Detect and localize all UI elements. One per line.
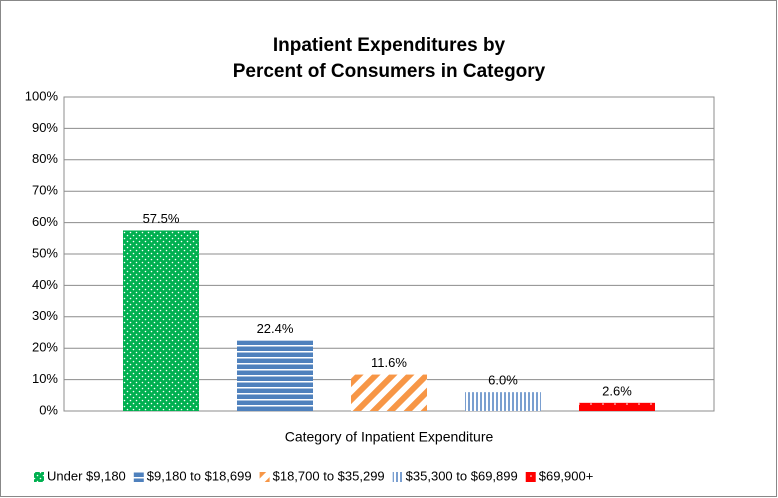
y-tick-label: 0% [39,402,58,417]
legend-label: $9,180 to $18,699 [147,468,252,483]
y-tick-label: 80% [32,151,58,166]
legend-swatch [34,472,44,482]
x-axis-label: Category of Inpatient Expenditure [285,429,494,445]
legend-swatch [133,472,144,482]
y-tick-label: 20% [32,340,58,355]
legend-label: Under $9,180 [47,468,126,483]
legend-label: $35,300 to $69,899 [406,468,518,483]
legend-swatch [392,472,403,482]
y-tick-label: 10% [32,371,58,386]
data-label: 6.0% [488,373,518,388]
y-tick-label: 60% [32,214,58,229]
legend-label: $18,700 to $35,299 [273,468,385,483]
bar [237,340,313,411]
legend-swatch [525,472,536,482]
y-tick-label: 30% [32,308,58,323]
y-tick-label: 70% [32,183,58,198]
chart-title: Inpatient Expenditures by [273,35,506,56]
bar [579,402,655,411]
y-tick-label: 100% [25,88,59,103]
y-tick-label: 50% [32,245,58,260]
bar [123,230,199,411]
data-label: 2.6% [602,383,632,398]
data-label: 22.4% [257,321,294,336]
bar [465,392,541,411]
data-label: 57.5% [143,211,180,226]
legend-swatch [259,472,270,482]
y-tick-label: 90% [32,120,58,135]
bar [351,374,427,411]
y-tick-label: 40% [32,277,58,292]
data-label: 11.6% [371,355,407,370]
chart-title: Percent of Consumers in Category [233,61,546,82]
legend-label: $69,900+ [539,468,594,483]
